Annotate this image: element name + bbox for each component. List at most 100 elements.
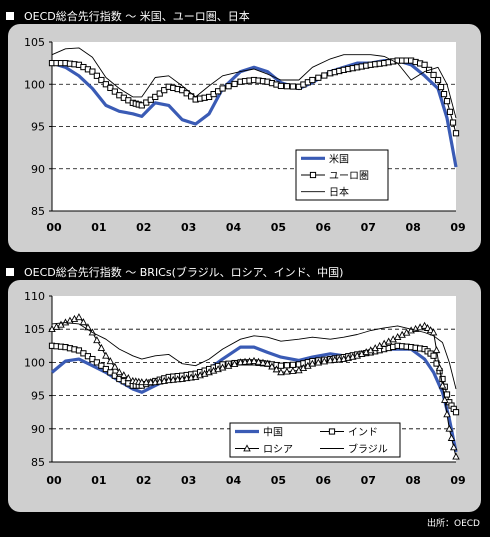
series-marker <box>263 359 272 367</box>
series-marker <box>452 409 460 416</box>
x-tick-label: 04 <box>226 221 242 234</box>
series-marker <box>230 360 239 368</box>
series-marker <box>102 351 110 359</box>
series-marker <box>283 362 291 369</box>
x-tick-label: 09 <box>450 221 465 234</box>
series-marker <box>259 358 267 366</box>
series-marker <box>98 76 105 84</box>
series-marker <box>289 366 297 374</box>
series-marker <box>421 61 428 68</box>
series-marker <box>106 357 115 365</box>
series-marker <box>429 328 438 336</box>
series-2 <box>51 47 457 119</box>
series-line <box>51 47 457 119</box>
series-marker <box>446 108 454 115</box>
x-tick-label: 00 <box>46 474 62 487</box>
series-3 <box>51 322 457 390</box>
series-marker <box>98 362 105 369</box>
x-tick-label: 03 <box>181 221 196 234</box>
legend-box <box>229 422 401 458</box>
series-marker <box>432 346 441 354</box>
series-marker <box>124 373 133 381</box>
chart-2-panel: 85 90 95 100 105 110 00 01 02 03 04 05 06 07 08 09 中国 インド… <box>8 280 481 512</box>
bullet-square <box>6 268 14 276</box>
series-marker <box>75 313 83 321</box>
series-marker <box>152 93 159 101</box>
x-tick-label: 02 <box>136 221 151 234</box>
series-marker <box>435 363 444 371</box>
x-tick-label: 07 <box>361 474 376 487</box>
series-marker <box>452 452 460 460</box>
y-tick-label: 95 <box>31 390 45 403</box>
series-marker <box>441 395 449 403</box>
legend-label: インド <box>348 428 378 439</box>
series-marker <box>102 365 109 373</box>
legend-label: ロシア <box>263 445 293 456</box>
y-tick-label: 90 <box>31 163 45 176</box>
series-marker <box>321 72 328 79</box>
series-marker <box>120 371 128 379</box>
series-marker <box>430 71 437 79</box>
series-marker <box>277 82 285 90</box>
series-marker <box>79 318 88 326</box>
series-line <box>51 322 457 390</box>
x-tick-label: 02 <box>136 474 151 487</box>
legend-label: 中国 <box>263 426 283 439</box>
chart-2-svg: 85 90 95 100 105 110 00 01 02 03 04 05 06 07 08 09 中国 インド… <box>24 290 466 487</box>
series-marker <box>93 359 100 366</box>
y-tick-label: 105 <box>24 36 45 49</box>
chart-2-title-text: OECD総合先行指数 〜 BRICs(ブラジル、ロシア、インド、中国) <box>24 266 344 279</box>
series-marker <box>450 443 458 451</box>
series-marker <box>161 87 168 94</box>
legend-label: ユーロ圏 <box>329 170 369 182</box>
series-marker <box>225 83 232 90</box>
series-marker <box>218 363 227 371</box>
y-tick-label: 95 <box>31 121 45 134</box>
series-marker <box>231 80 238 88</box>
chart-1-title-text: OECD総合先行指数 〜 米国、ユーロ圏、日本 <box>24 10 250 23</box>
series-marker <box>111 362 119 370</box>
series-2 <box>48 313 460 460</box>
x-tick-label: 01 <box>91 221 106 234</box>
series-marker <box>283 83 291 90</box>
series-marker <box>156 90 163 97</box>
series-marker <box>277 368 285 376</box>
x-tick-label: 07 <box>361 221 376 234</box>
source-note: 出所：OECD <box>427 519 480 529</box>
series-marker <box>250 356 258 364</box>
series-marker <box>111 372 118 379</box>
series-marker <box>309 76 316 84</box>
series-marker <box>434 76 442 84</box>
x-tick-label: 06 <box>316 474 332 487</box>
series-marker <box>449 119 457 126</box>
x-tick-label: 03 <box>181 474 196 487</box>
legend-label: ブラジル <box>348 443 388 456</box>
y-tick-label: 100 <box>24 78 45 91</box>
chart-1-title: OECD総合先行指数 〜 米国、ユーロ圏、日本 <box>6 8 250 24</box>
series-marker <box>289 361 297 368</box>
series-marker <box>107 84 114 92</box>
series-marker <box>452 130 460 137</box>
series-marker <box>97 343 106 351</box>
series-marker <box>277 362 285 369</box>
series-1 <box>48 57 460 137</box>
chart-1-panel: 85 90 95 100 105 00 01 02 03 04 05 06 07 08 09 米国 ユーロ圏 日本 <box>8 24 481 252</box>
x-tick-label: 08 <box>405 221 420 234</box>
series-marker <box>147 378 155 386</box>
x-tick-label: 06 <box>316 221 332 234</box>
series-marker <box>443 98 451 105</box>
bullet-square <box>6 12 14 20</box>
series-marker <box>89 68 96 75</box>
series-marker <box>268 362 276 370</box>
series-marker <box>224 361 233 369</box>
y-tick-label: 100 <box>24 356 45 369</box>
series-marker <box>107 369 114 376</box>
series-marker <box>308 359 317 367</box>
x-tick-label: 04 <box>226 474 242 487</box>
legend-marker <box>243 444 251 452</box>
series-marker <box>219 85 226 92</box>
legend-marker <box>328 428 336 435</box>
series-marker <box>138 378 146 386</box>
